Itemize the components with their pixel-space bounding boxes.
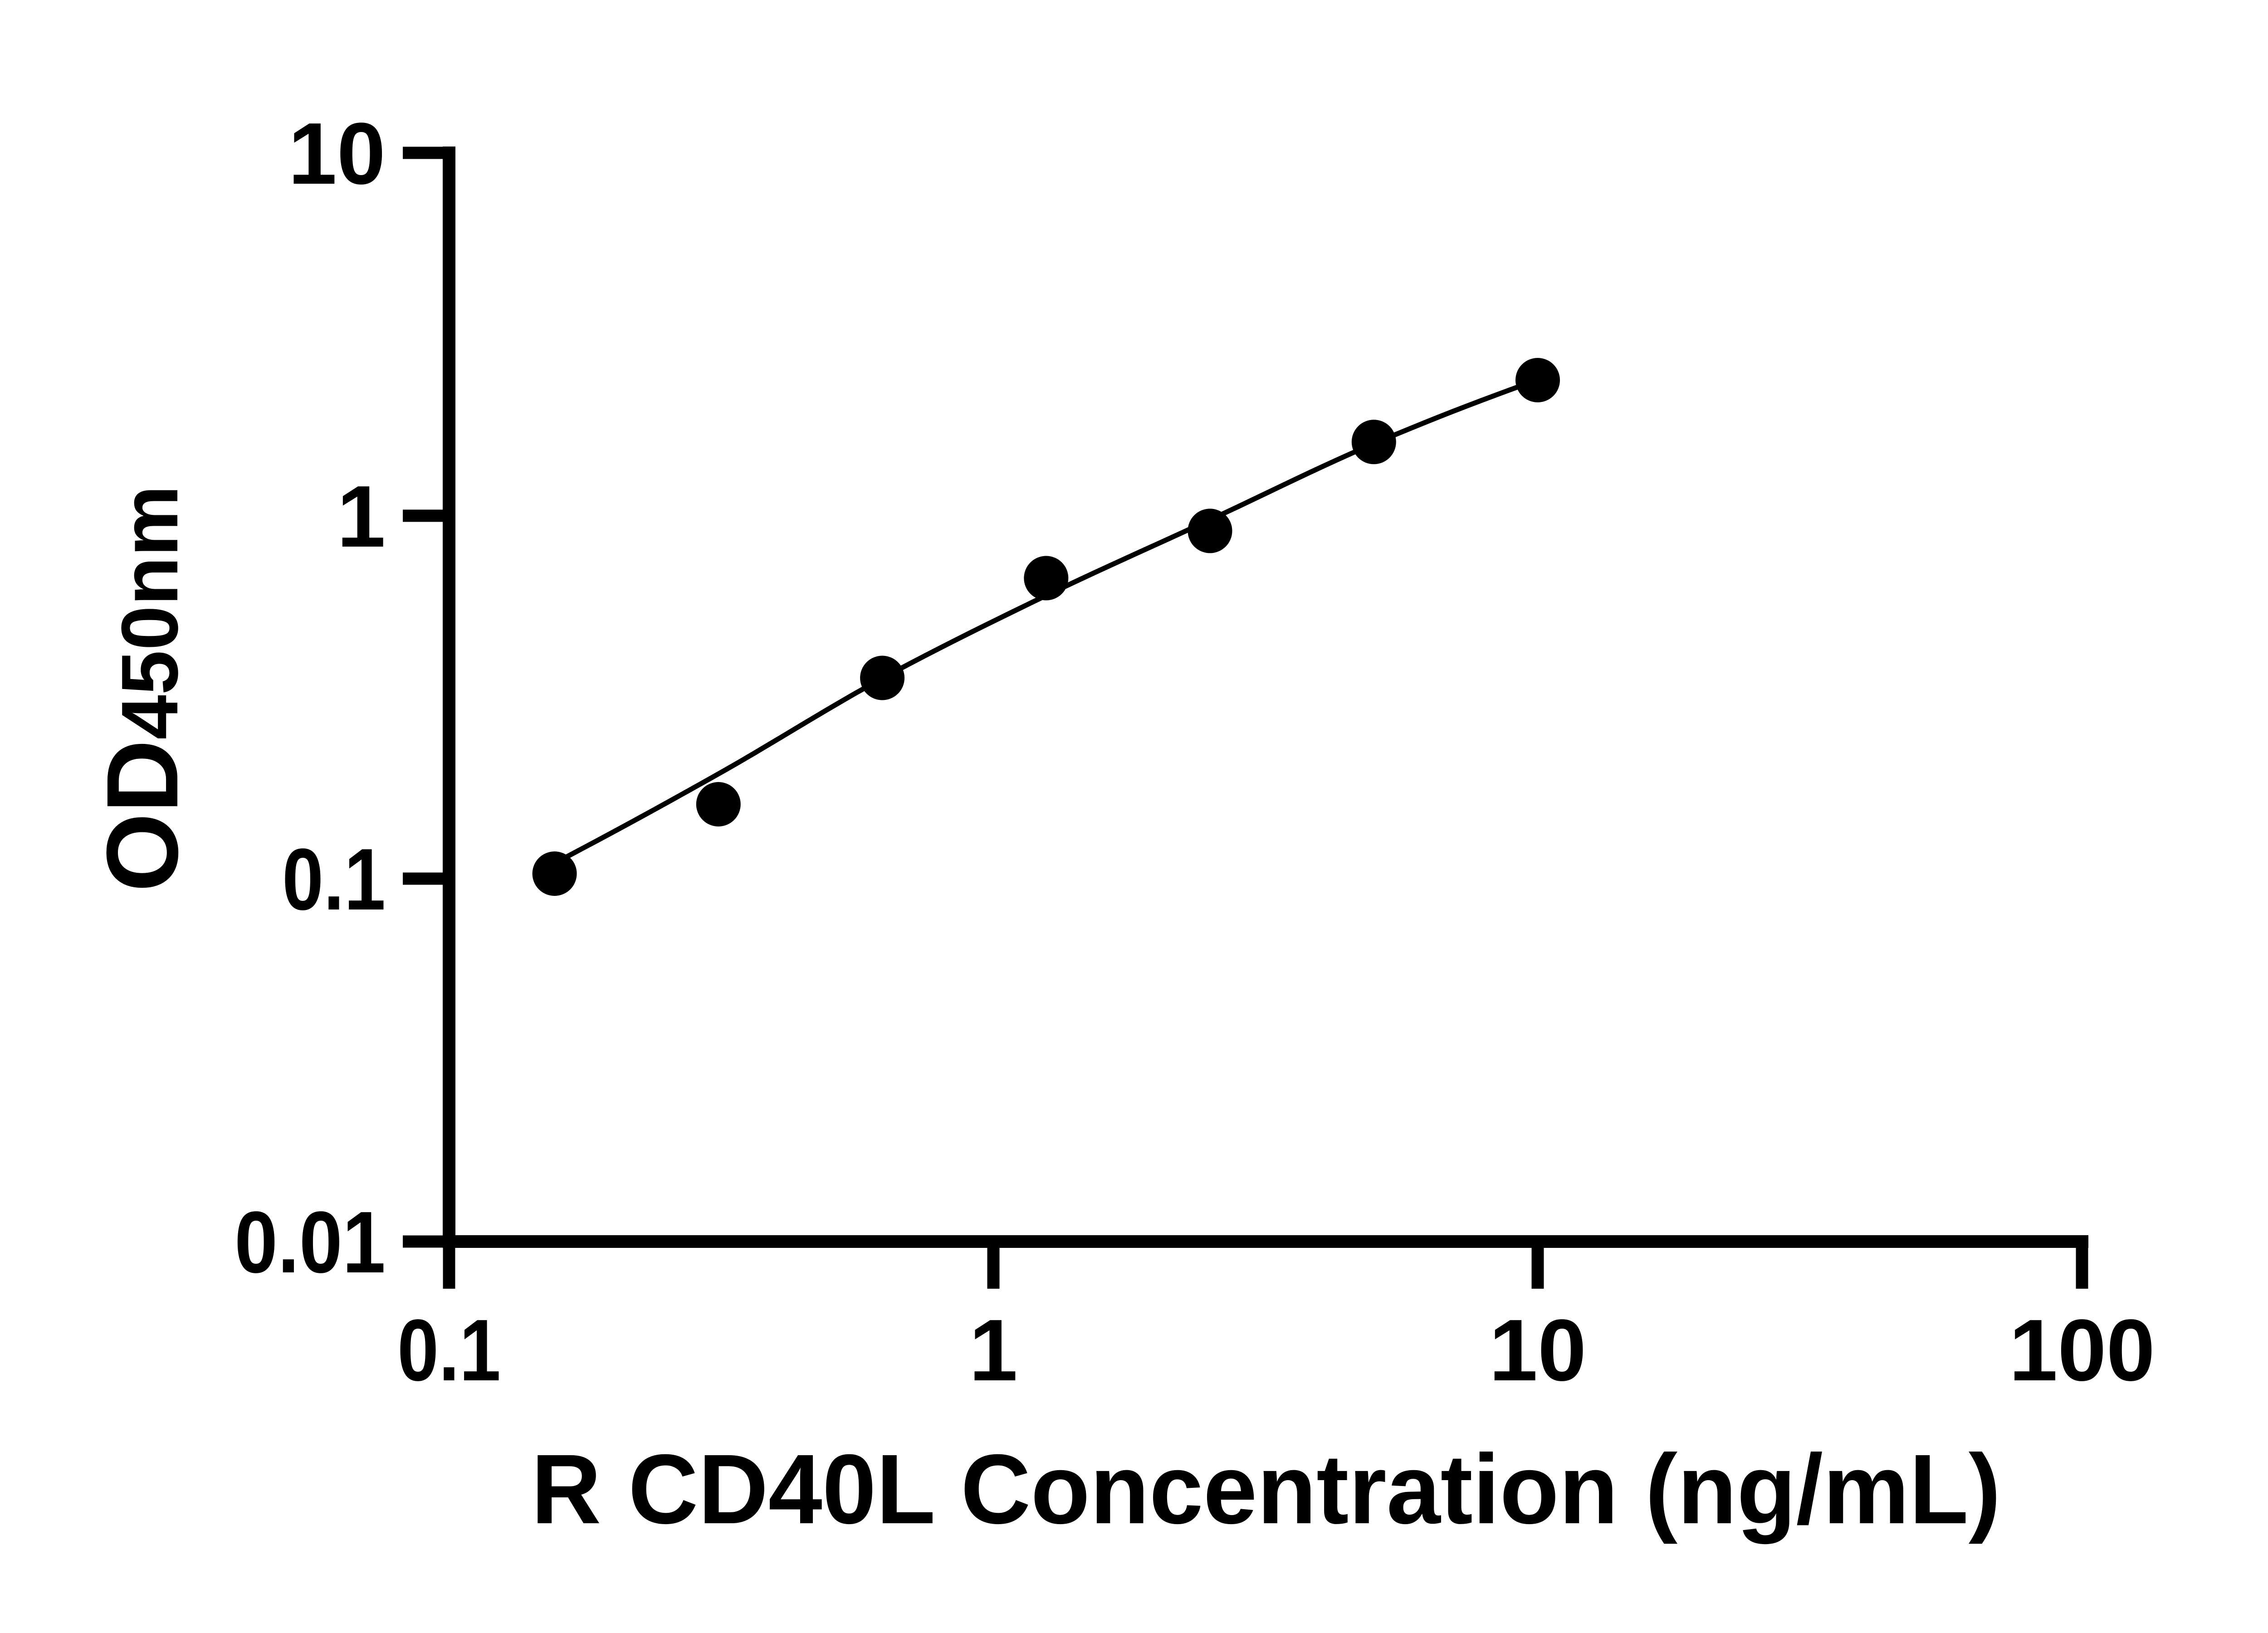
svg-text:0.01: 0.01 xyxy=(235,1193,386,1291)
svg-text:10: 10 xyxy=(288,104,386,202)
svg-text:0.1: 0.1 xyxy=(282,830,386,928)
svg-text:OD450nm: OD450nm xyxy=(86,485,199,892)
svg-text:1: 1 xyxy=(337,467,386,565)
svg-text:100: 100 xyxy=(2009,1301,2155,1399)
svg-text:0.1: 0.1 xyxy=(397,1301,501,1399)
svg-text:R CD40L Concentration (ng/mL): R CD40L Concentration (ng/mL) xyxy=(531,1434,2001,1545)
svg-text:10: 10 xyxy=(1489,1301,1587,1399)
svg-text:1: 1 xyxy=(969,1301,1017,1399)
